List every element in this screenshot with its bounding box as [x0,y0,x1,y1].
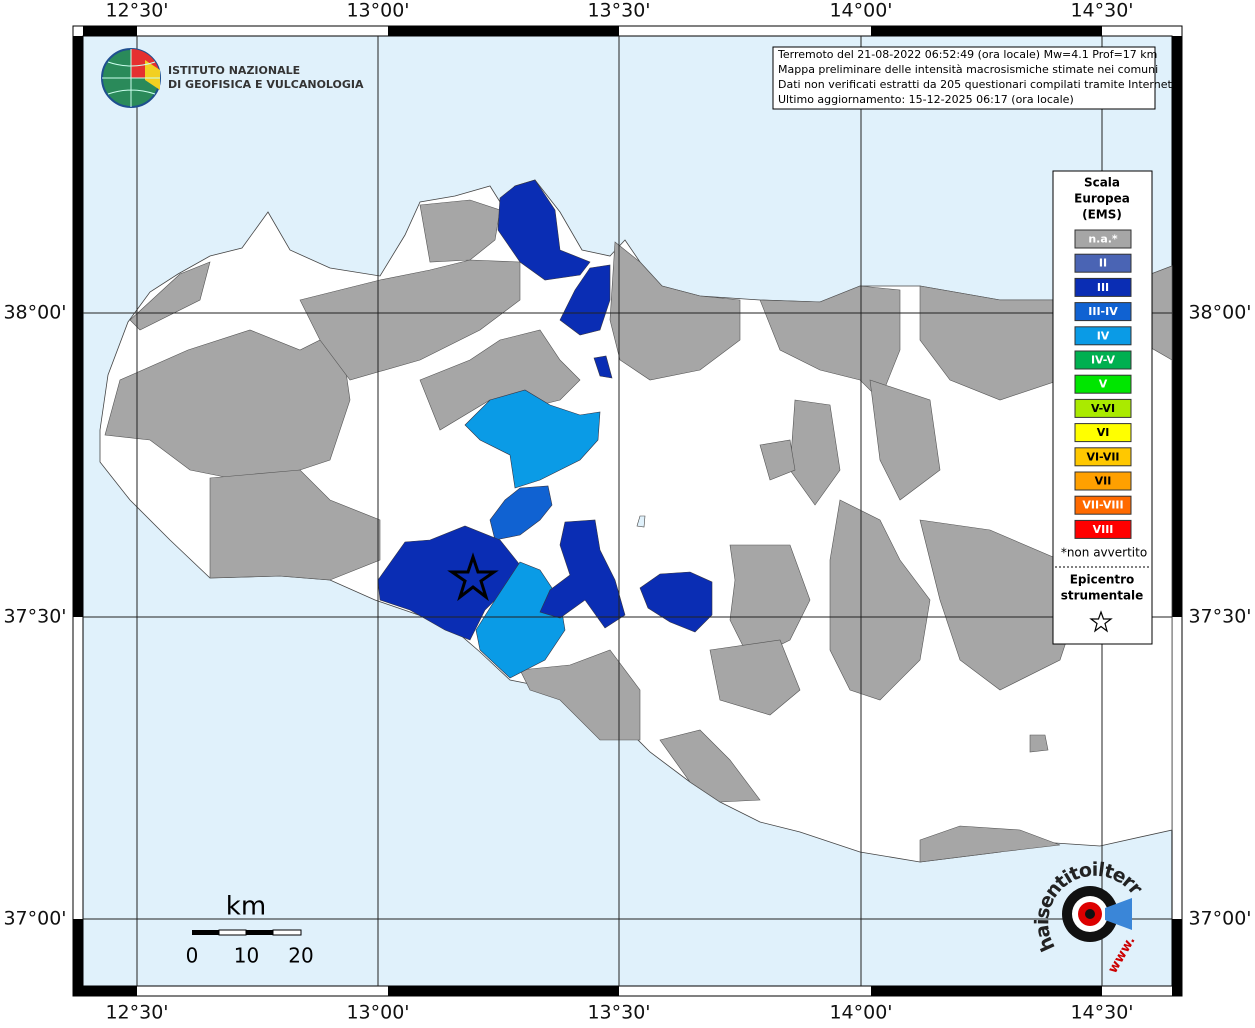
legend-swatch [1074,447,1132,467]
frame-bar [1172,36,1182,313]
scale-bar: km 0 10 20 [186,892,314,968]
frame-bar [388,26,619,36]
legend-label: n.a.* [1088,233,1118,246]
legend-swatch [1074,519,1132,539]
legend-swatch [1074,302,1132,322]
legend-label: III [1097,281,1109,294]
legend-label: V [1099,378,1108,391]
info-line: Ultimo aggiornamento: 15-12-2025 06:17 (… [778,93,1074,106]
scale-unit: km [226,892,266,922]
legend-label: VII-VIII [1082,499,1123,512]
legend-swatch [1074,374,1132,394]
scale-tick-label: 20 [288,944,313,968]
municipalities-felt [377,179,713,679]
lon-label: 14°30' [1070,1002,1133,1024]
legend-swatch [1074,471,1132,491]
lon-label: 13°00' [346,1002,409,1024]
frame-bar [83,986,137,996]
info-text: Terremoto del 21-08-2022 06:52:49 (ora l… [777,48,1175,106]
legend-swatch [1074,398,1132,418]
info-box [772,46,1156,110]
legend-label: VI [1097,426,1110,439]
lat-label: 38°00' [1188,302,1251,324]
lat-label: 37°30' [1188,606,1251,628]
lon-label: 14°30' [1070,0,1133,22]
legend-label: IV-V [1091,354,1116,367]
frame-bar [871,26,1102,36]
legend-swatch [1074,229,1132,249]
lat-label: 38°00' [3,302,66,324]
info-line: Terremoto del 21-08-2022 06:52:49 (ora l… [777,48,1157,61]
frame-bar [1172,919,1182,996]
frame-bar [871,986,1102,996]
coordinate-labels: 12°30' 13°00' 13°30' 14°00' 14°30' 12°30' 13°0… [3,0,1251,1024]
legend-label: II [1099,257,1107,270]
legend-swatch [1074,495,1132,515]
lon-label: 13°00' [346,0,409,22]
ingv-logo: ISTITUTO NAZIONALE DI GEOFISICA E VULCAN… [101,48,364,108]
frame-bar [73,919,83,996]
graticule [83,36,1172,986]
legend-title: Europea [1074,192,1130,206]
lon-label: 14°00' [829,1002,892,1024]
frame-bars [73,26,1182,996]
logo-text: ISTITUTO NAZIONALE [168,64,300,77]
lon-label: 14°00' [829,0,892,22]
scale-tick-label: 0 [186,944,199,968]
epicenter-star [447,552,499,602]
legend-swatch [1074,350,1132,370]
legend-label: IV [1097,329,1110,342]
legend-label: VIII [1093,523,1114,536]
legend-swatch [1074,253,1132,273]
legend-title: (EMS) [1082,208,1122,222]
lon-label: 13°30' [587,0,650,22]
legend-swatch [1074,326,1132,346]
logo-text: DI GEOFISICA E VULCANOLOGIA [168,78,364,91]
legend-label: VI-VII [1086,450,1119,463]
legend-epicenter: Epicentro [1070,573,1135,587]
legend-label: III-IV [1088,305,1118,318]
legend-note: *non avvertito [1061,546,1147,560]
legend-label: V-VI [1091,402,1115,415]
scale-tick-label: 10 [234,944,259,968]
frame-bar [73,36,83,313]
frame-bar [388,986,619,996]
legend-swatch [1074,277,1132,297]
legend-swatch [1074,423,1132,443]
legend-epicenter: strumentale [1061,589,1144,603]
legend: ScalaEuropea(EMS)n.a.*IIIIIIII-IVIVIV-VV… [1061,176,1147,603]
lon-label: 12°30' [105,1002,168,1024]
legend-title: Scala [1084,176,1120,190]
lat-label: 37°30' [3,606,66,628]
frame-bar [73,313,83,617]
frame-bar [1172,313,1182,617]
lat-label: 37°00' [3,908,66,930]
lon-label: 12°30' [105,0,168,22]
legend-label: VII [1095,475,1112,488]
legend-star [1089,610,1113,633]
info-line: Dati non verificati estratti da 205 ques… [778,78,1175,91]
lat-label: 37°00' [1188,908,1251,930]
frame-bar [83,26,137,36]
info-line: Mappa preliminare delle intensità macros… [778,63,1158,76]
lon-label: 13°30' [587,1002,650,1024]
